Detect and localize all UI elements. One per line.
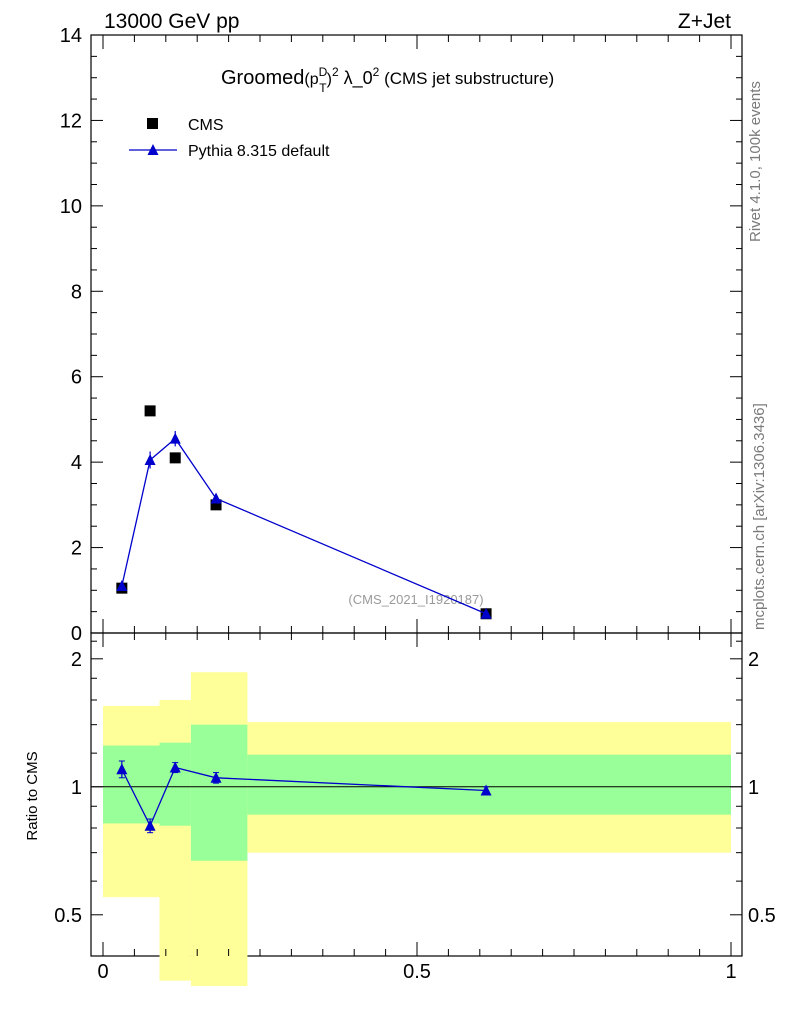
band-inner-bin-3 [247,754,731,815]
header-energy: 13000 GeV pp [104,10,239,33]
title-p: (p [304,71,318,88]
title-tail: (CMS jet substructure) [379,69,554,88]
ratio-pythia-point-2 [169,761,181,773]
ratio-ytick-label: 0.5 [54,905,82,927]
title-sup-2a: 2 [332,65,339,79]
legend-data-marker [147,118,158,129]
xtick-label: 1 [725,961,736,983]
band-inner-bin-0 [103,745,160,824]
title-sup-d: D [319,65,328,79]
cms-point-3 [210,499,222,511]
xtick-label: 0 [97,961,108,983]
legend: CMS Pythia 8.315 default [129,117,330,160]
title-lambda: λ_0 [339,68,373,89]
band-inner-bin-2 [190,724,248,861]
pythia-point-3 [210,492,222,504]
main-ytick-label: 10 [60,196,82,218]
legend-data-label: CMS [188,117,224,134]
ratio-ytick-label: 2 [71,649,82,671]
ratio-uncertainty-bands [91,672,742,987]
pythia-point-2 [169,432,181,444]
cms-point-2 [169,452,181,464]
band-inner-bin-1 [159,742,191,826]
ratio-pythia-point-3 [210,771,222,783]
ratio-pythia-point-0 [116,763,128,775]
pythia-point-0 [116,580,128,592]
ratio-ytick-label-right: 0.5 [748,905,776,927]
ratio-pythia-point-4 [480,784,492,796]
main-ytick-label: 2 [71,538,82,560]
main-ytick-label: 4 [71,452,82,474]
legend-mc-marker [147,144,159,155]
main-ytick-label: 14 [60,25,82,47]
cms-point-1 [144,405,156,417]
ratio-ytick-label-right: 1 [748,777,759,799]
data-marks [116,405,492,834]
ratio-pythia-point-1 [144,819,156,831]
band-outer-bin-1 [159,700,191,981]
xtick-label: 0.5 [403,961,431,983]
title-lead: Groomed [221,67,304,89]
main-ytick-label: 12 [60,110,82,132]
header-process: Z+Jet [678,10,731,33]
pythia-point-1 [144,454,156,466]
main-ytick-label: 0 [71,623,82,645]
main-ytick-label: 6 [71,367,82,389]
ratio-y-axis-label: Ratio to CMS [24,751,41,840]
pythia-point-4 [480,607,492,619]
main-ytick-label: 8 [71,281,82,303]
ratio-ytick-label: 1 [71,777,82,799]
ratio-ytick-label-right: 2 [748,649,759,671]
rivet-label: Rivet 4.1.0, 100k events [747,81,764,242]
legend-mc-label: Pythia 8.315 default [188,143,330,160]
title-sup-2b: 2 [373,65,380,79]
mcplots-label: mcplots.cern.ch [arXiv:1306.3436] [751,403,768,630]
pythia-line [121,437,487,615]
title-close: ) [327,71,332,88]
plot-title: Groomed(pD T)2 λ_02 (CMS jet substructure… [221,65,554,95]
analysis-watermark: (CMS_2021_I1920187) [348,592,483,607]
title-sub-t: T [319,81,327,95]
